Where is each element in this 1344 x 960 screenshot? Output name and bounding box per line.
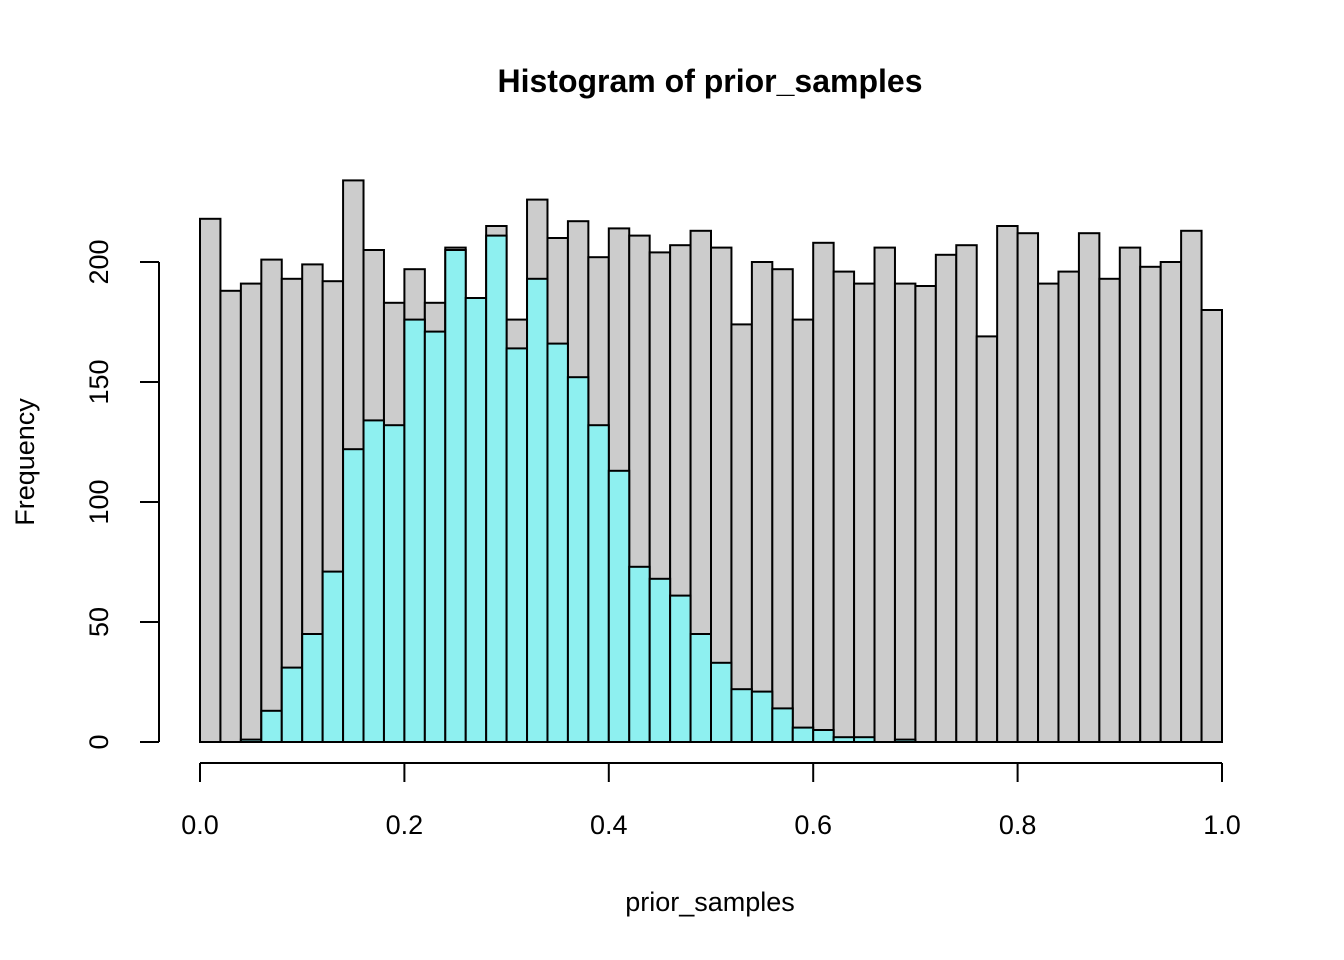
y-tick-label-0: 0 (84, 734, 114, 749)
y-tick-label-4: 200 (84, 239, 114, 284)
bar-cyan-15 (505, 347, 529, 743)
chart-title: Histogram of prior_samples (498, 63, 923, 99)
bar-gray-39 (996, 225, 1019, 743)
bar-gray-29 (791, 318, 815, 743)
x-tick-label-5: 1.0 (1203, 810, 1241, 840)
bar-cyan-16 (526, 277, 549, 743)
bar-gray-40 (1016, 232, 1040, 743)
bar-cyan-27 (750, 690, 774, 743)
y-tick-label-3: 150 (84, 359, 114, 404)
x-tick-label-4: 0.8 (999, 810, 1037, 840)
bar-gray-45 (1118, 246, 1142, 743)
bar-cyan-10 (403, 318, 426, 743)
bar-gray-41 (1037, 282, 1060, 743)
bar-gray-3 (260, 258, 283, 743)
bar-cyan-25 (710, 661, 733, 743)
bar-cyan-28 (771, 707, 794, 744)
bar-cyan-29 (791, 726, 815, 743)
bar-gray-43 (1077, 232, 1101, 743)
bar-gray-28 (771, 268, 794, 743)
bar-cyan-13 (464, 297, 488, 743)
bar-gray-1 (219, 289, 242, 743)
bar-cyan-26 (730, 688, 753, 744)
bar-cyan-17 (546, 342, 569, 743)
bar-gray-48 (1180, 229, 1203, 744)
x-tick-label-1: 0.2 (386, 810, 424, 840)
bar-cyan-30 (812, 729, 835, 743)
bar-gray-2 (239, 282, 263, 743)
bar-gray-34 (893, 282, 917, 743)
bar-gray-37 (955, 244, 978, 743)
bar-cyan-19 (587, 424, 610, 743)
bar-cyan-11 (423, 330, 447, 743)
x-tick-label-2: 0.4 (590, 810, 628, 840)
bar-cyan-3 (260, 709, 283, 743)
bar-cyan-9 (382, 424, 406, 743)
bar-cyan-6 (321, 570, 345, 743)
bar-cyan-4 (280, 666, 304, 743)
bar-gray-26 (730, 323, 753, 743)
bar-cyan-7 (342, 448, 365, 743)
bar-gray-47 (1159, 261, 1183, 743)
bar-cyan-2 (239, 738, 263, 743)
bar-cyan-8 (362, 419, 385, 743)
bar-gray-32 (853, 282, 876, 743)
y-axis-label: Frequency (10, 398, 40, 526)
y-tick-label-1: 50 (84, 607, 114, 637)
bar-cyan-20 (607, 469, 631, 743)
bar-gray-33 (873, 246, 896, 743)
bar-gray-44 (1098, 277, 1121, 743)
bar-cyan-32 (853, 736, 876, 744)
bar-cyan-31 (832, 736, 856, 744)
bar-gray-30 (812, 241, 835, 744)
bar-gray-38 (975, 335, 999, 743)
bar-cyan-18 (566, 376, 590, 743)
bar-cyan-21 (628, 565, 651, 743)
x-axis-label: prior_samples (625, 887, 795, 917)
bar-cyan-22 (648, 577, 672, 743)
bar-cyan-5 (301, 633, 324, 743)
bar-gray-46 (1139, 265, 1162, 743)
bar-gray-49 (1200, 309, 1224, 743)
bar-gray-31 (832, 270, 856, 743)
x-tick-label-3: 0.6 (794, 810, 832, 840)
y-tick-label-2: 100 (84, 479, 114, 524)
x-axis: 0.0 0.2 0.4 0.6 0.8 1.0 (181, 762, 1241, 840)
y-axis: 0 50 100 150 200 (84, 239, 160, 750)
bars-layer (199, 179, 1224, 744)
bar-gray-35 (914, 285, 937, 743)
x-tick-label-0: 0.0 (181, 810, 219, 840)
bar-cyan-14 (485, 234, 508, 743)
bar-gray-36 (934, 253, 958, 744)
bar-gray-0 (199, 217, 222, 744)
bar-cyan-12 (444, 249, 467, 743)
bar-cyan-23 (669, 594, 692, 743)
bar-gray-42 (1057, 270, 1080, 743)
bar-cyan-24 (689, 633, 712, 743)
bar-gray-27 (750, 261, 774, 743)
bar-cyan-34 (893, 738, 917, 743)
